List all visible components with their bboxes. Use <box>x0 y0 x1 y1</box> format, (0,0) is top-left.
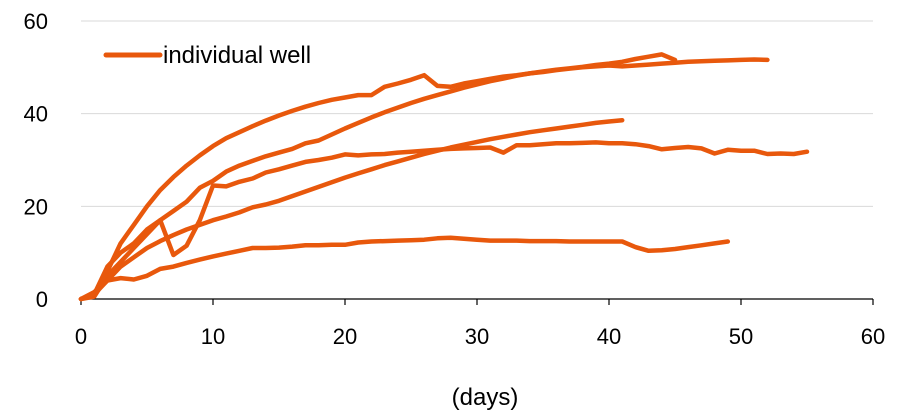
y-tick-label: 40 <box>24 102 48 127</box>
y-tick-label: 20 <box>24 194 48 219</box>
x-tick-label: 0 <box>75 324 87 349</box>
gridlines <box>81 20 873 207</box>
axes <box>80 298 874 305</box>
series-line-4 <box>78 117 625 302</box>
y-tick-label: 0 <box>36 287 48 312</box>
x-tick-label: 40 <box>597 324 621 349</box>
series-line-5 <box>78 235 731 302</box>
x-tick-label: 60 <box>861 324 885 349</box>
x-tick-label: 20 <box>333 324 357 349</box>
x-axis-label: (days) <box>452 384 519 411</box>
x-tick-label: 30 <box>465 324 489 349</box>
x-tick-label: 50 <box>729 324 753 349</box>
x-tick-labels: 0 10 20 30 40 50 60 <box>75 324 885 349</box>
y-tick-labels: 0 20 40 60 <box>24 9 48 312</box>
y-tick-label: 60 <box>24 9 48 34</box>
legend: individual well <box>103 42 311 69</box>
x-tick-label: 10 <box>201 324 225 349</box>
series-lines <box>78 52 810 302</box>
legend-label: individual well <box>163 42 311 69</box>
series-line-2 <box>78 57 770 302</box>
